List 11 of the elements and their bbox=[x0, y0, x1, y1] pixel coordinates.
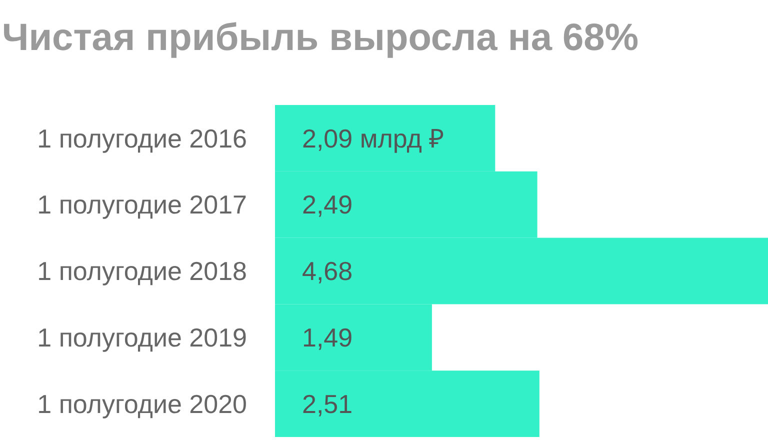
y-tick-label: 1 полугодие 2016 bbox=[37, 123, 247, 154]
y-tick-label: 1 полугодие 2018 bbox=[37, 256, 247, 286]
y-tick-label: 1 полугодие 2019 bbox=[37, 322, 247, 352]
data-label: 2,51 bbox=[302, 388, 353, 419]
data-label: 1,49 bbox=[302, 322, 353, 352]
chart-title: Чистая прибыль выросла на 68% bbox=[2, 17, 639, 59]
y-tick-label: 1 полугодие 2017 bbox=[37, 190, 247, 220]
data-label: 4,68 bbox=[302, 256, 353, 286]
y-tick-label: 1 полугодие 2020 bbox=[37, 388, 247, 419]
data-label: 2,09 млрд ₽ bbox=[302, 123, 444, 154]
data-label: 2,49 bbox=[302, 190, 353, 220]
